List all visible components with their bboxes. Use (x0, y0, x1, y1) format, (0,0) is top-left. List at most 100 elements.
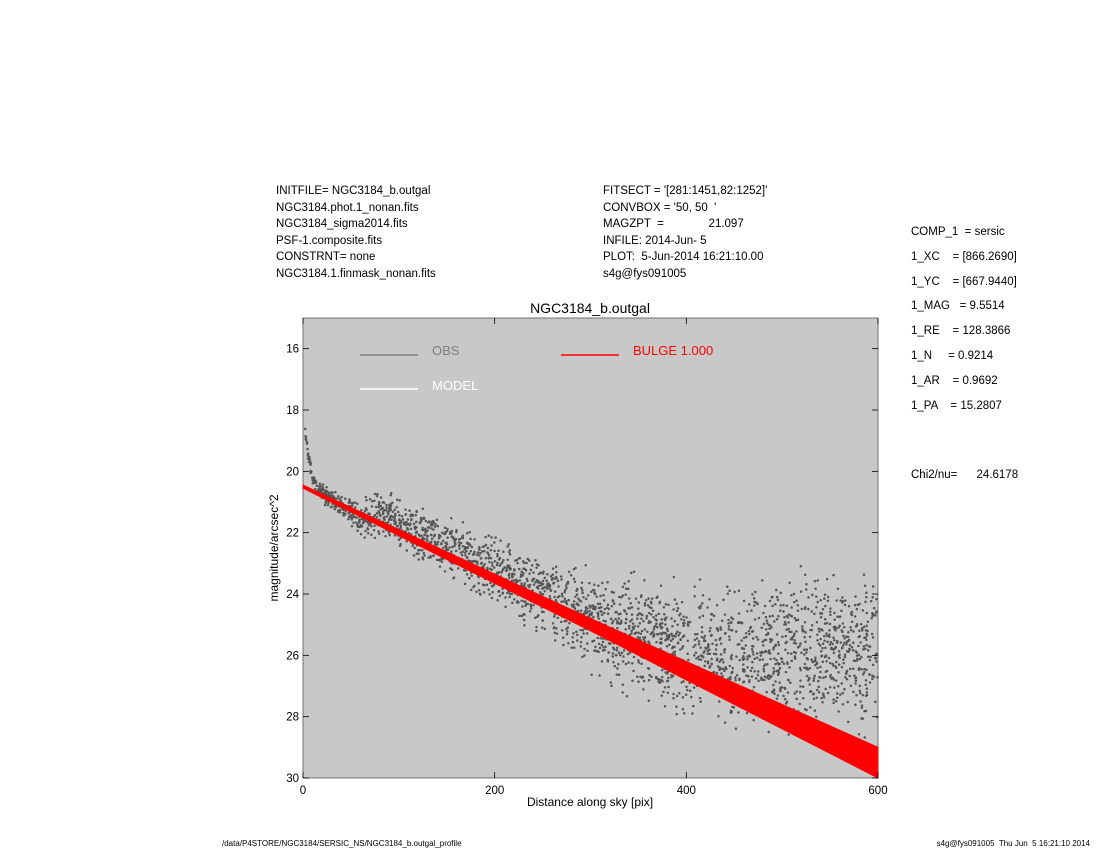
obs-point (698, 696, 702, 700)
obs-point (863, 736, 867, 739)
obs-point (831, 642, 834, 646)
obs-point (491, 564, 494, 567)
obs-point (865, 611, 869, 615)
obs-point (563, 588, 567, 592)
obs-point (815, 606, 818, 609)
obs-point (581, 591, 584, 595)
obs-point (450, 517, 453, 520)
obs-point (637, 631, 640, 635)
obs-point (552, 615, 556, 618)
obs-point (748, 632, 751, 636)
obs-point (858, 689, 862, 693)
obs-point (796, 618, 800, 621)
obs-point (723, 648, 726, 652)
obs-point (855, 693, 858, 697)
obs-point (513, 598, 516, 601)
obs-point (832, 636, 835, 639)
obs-point (710, 662, 713, 666)
obs-point (664, 638, 668, 642)
obs-point (716, 665, 720, 668)
obs-point (572, 632, 575, 635)
obs-point (473, 550, 476, 554)
obs-point (541, 572, 545, 575)
obs-point (583, 612, 586, 615)
obs-point (637, 661, 641, 664)
obs-point (321, 486, 325, 489)
obs-point (539, 571, 543, 575)
obs-point (596, 636, 599, 640)
obs-point (382, 530, 385, 533)
obs-point (769, 657, 772, 661)
obs-point (778, 667, 782, 670)
obs-point (567, 570, 571, 573)
obs-point (615, 673, 619, 676)
obs-point (606, 659, 610, 663)
obs-point (753, 670, 757, 673)
obs-point (719, 642, 723, 645)
obs-point (615, 649, 619, 652)
obs-point (356, 502, 359, 505)
obs-point (413, 527, 417, 530)
obs-point (825, 621, 829, 625)
obs-point (791, 636, 794, 639)
obs-point (667, 685, 670, 689)
obs-point (831, 662, 834, 666)
obs-point (540, 626, 544, 629)
obs-point (726, 592, 730, 595)
obs-point (422, 551, 426, 555)
obs-point (453, 539, 456, 543)
obs-point (598, 602, 602, 606)
obs-point (763, 675, 767, 679)
obs-point (727, 618, 730, 622)
obs-point (597, 606, 601, 610)
obs-point (495, 563, 499, 567)
obs-point (772, 688, 776, 691)
obs-point (478, 545, 481, 549)
obs-point (611, 599, 615, 602)
obs-point (721, 658, 724, 661)
obs-point (854, 676, 858, 679)
obs-point (803, 653, 806, 656)
obs-point (581, 655, 584, 659)
obs-point (309, 469, 312, 473)
obs-point (752, 685, 756, 689)
obs-point (446, 536, 449, 540)
obs-point (756, 638, 760, 641)
obs-point (787, 621, 790, 624)
obs-point (347, 515, 351, 518)
obs-point (471, 553, 475, 556)
obs-point (508, 549, 512, 552)
obs-point (650, 613, 653, 616)
obs-point (787, 613, 791, 616)
obs-point (807, 596, 810, 599)
obs-point (486, 551, 490, 555)
obs-point (776, 598, 780, 602)
obs-point (518, 556, 522, 560)
obs-point (615, 653, 618, 657)
obs-point (662, 612, 666, 616)
obs-point (600, 660, 604, 663)
obs-point (692, 686, 696, 689)
obs-point (398, 522, 401, 525)
obs-point (628, 651, 632, 655)
obs-point (803, 635, 806, 639)
obs-point (674, 632, 678, 635)
obs-point (488, 592, 491, 596)
obs-point (559, 575, 563, 578)
obs-point (535, 579, 539, 582)
obs-point (620, 595, 623, 599)
obs-point (764, 615, 768, 619)
obs-point (735, 655, 738, 658)
obs-point (326, 503, 330, 507)
param-line: 1_RE = 128.3866 (911, 325, 1011, 338)
obs-point (508, 576, 511, 580)
obs-point (682, 624, 685, 627)
obs-point (646, 630, 649, 634)
obs-point (706, 662, 710, 665)
obs-point (536, 615, 539, 618)
obs-point (642, 619, 645, 623)
obs-point (767, 623, 771, 627)
obs-point (504, 605, 507, 608)
obs-point (842, 634, 845, 638)
obs-point (846, 639, 850, 643)
